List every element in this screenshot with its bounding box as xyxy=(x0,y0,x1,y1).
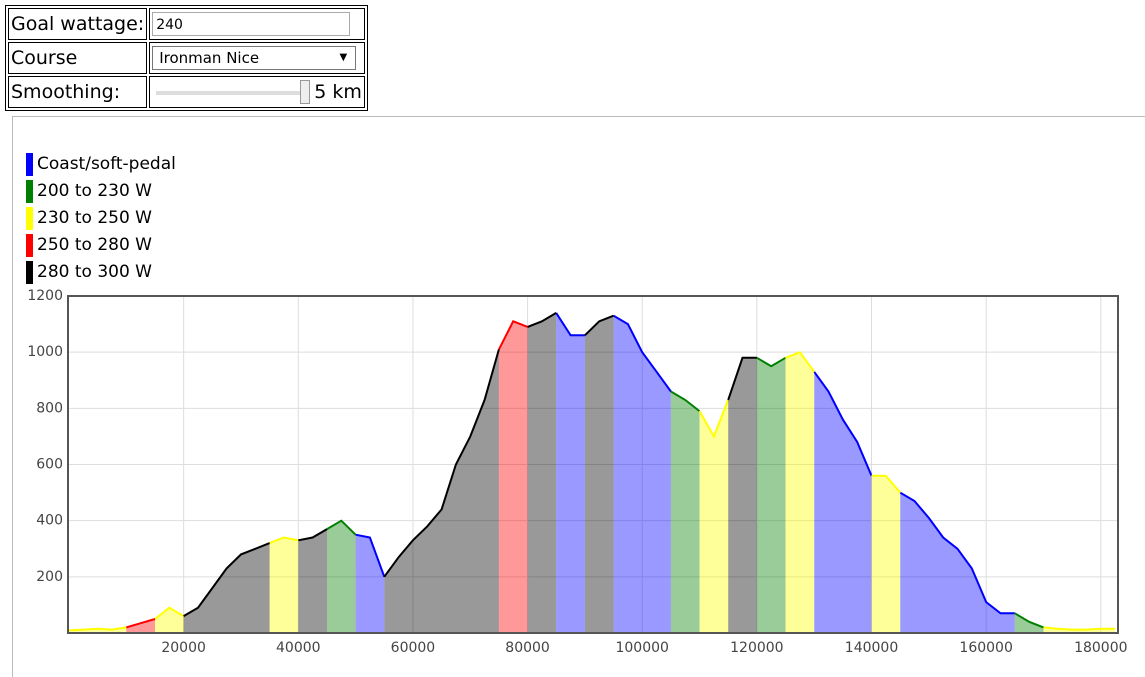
settings-form: Goal wattage: 240 Course Ironman Nice Sm… xyxy=(5,5,368,111)
legend-swatch xyxy=(26,234,33,257)
profile-line xyxy=(756,356,787,368)
area-segment xyxy=(699,399,729,633)
profile-line xyxy=(871,474,901,494)
profile-line xyxy=(383,349,500,578)
legend-swatch xyxy=(26,180,33,203)
profile-line xyxy=(1014,612,1044,629)
legend-label: 200 to 230 W xyxy=(37,181,152,201)
profile-line xyxy=(183,542,270,617)
chart-panel xyxy=(12,116,1145,677)
course-label: Course xyxy=(8,42,148,74)
y-tick-label: 400 xyxy=(36,513,63,529)
x-tick-label: 140000 xyxy=(845,640,898,656)
y-tick-label: 600 xyxy=(36,457,63,473)
area-segment xyxy=(183,543,270,633)
profile-line xyxy=(670,390,701,412)
area-segment xyxy=(126,619,155,633)
x-tick-label: 40000 xyxy=(276,640,321,656)
area-segment xyxy=(269,537,299,633)
slider-thumb[interactable] xyxy=(300,79,311,104)
course-select[interactable]: Ironman Nice xyxy=(152,46,357,70)
profile-line xyxy=(899,491,1015,615)
y-tick-label: 1200 xyxy=(27,288,63,304)
profile-line xyxy=(326,519,357,536)
area-segment xyxy=(355,534,385,633)
area-segment xyxy=(527,312,557,633)
x-tick-label: 20000 xyxy=(161,640,206,656)
profile-line xyxy=(355,533,386,578)
profile-line xyxy=(727,356,757,401)
area-segment xyxy=(814,371,872,633)
profile-line xyxy=(527,312,557,328)
profile-line xyxy=(298,528,328,542)
legend-label: Coast/soft-pedal xyxy=(37,154,176,174)
x-tick-label: 80000 xyxy=(505,640,550,656)
profile-line xyxy=(1043,626,1116,631)
smoothing-slider[interactable] xyxy=(156,79,311,104)
profile-line xyxy=(154,606,185,620)
profile-line xyxy=(785,350,816,373)
smoothing-value: 5 km xyxy=(314,81,362,103)
goal-label: Goal wattage: xyxy=(8,8,148,40)
legend-swatch xyxy=(26,261,33,284)
plot-border xyxy=(67,295,1119,634)
area-segment xyxy=(384,349,499,633)
profile-line xyxy=(698,399,730,439)
x-tick-label: 60000 xyxy=(391,640,436,656)
area-segment xyxy=(584,315,614,633)
y-tick-label: 800 xyxy=(36,400,63,416)
profile-line xyxy=(126,618,156,629)
x-tick-label: 180000 xyxy=(1074,640,1127,656)
area-segment xyxy=(785,352,815,633)
area-segment xyxy=(155,607,184,633)
area-segment xyxy=(298,529,327,633)
profile-line xyxy=(613,314,672,393)
area-segment xyxy=(756,357,786,633)
profile-line xyxy=(555,312,585,337)
chart: 200 400 600 800 1000 1200 20000 40000 60000 80000… xyxy=(26,153,1128,656)
x-tick-label: 160000 xyxy=(959,640,1012,656)
legend-label: 230 to 250 W xyxy=(37,208,152,228)
area-segment xyxy=(327,520,356,633)
area-segment xyxy=(498,321,528,633)
profile-line xyxy=(68,626,127,632)
area-segment xyxy=(613,315,671,633)
y-tick-label: 200 xyxy=(36,569,63,585)
area-segment xyxy=(728,357,757,633)
profile-line xyxy=(269,536,299,545)
area-segment xyxy=(900,492,1015,633)
legend-swatch xyxy=(26,153,33,176)
y-tick-label: 1000 xyxy=(27,344,63,360)
area-segment xyxy=(556,312,585,633)
page: Goal wattage: 240 Course Ironman Nice Sm… xyxy=(0,0,1145,657)
profile-line xyxy=(498,320,528,350)
x-tick-label: 120000 xyxy=(730,640,783,656)
smoothing-label: Smoothing: xyxy=(8,76,148,108)
legend-swatch xyxy=(26,207,33,230)
profile-line xyxy=(813,371,873,477)
profile-line xyxy=(584,314,614,337)
area-segment xyxy=(670,391,700,633)
area-segment xyxy=(871,475,901,633)
goal-input[interactable]: 240 xyxy=(152,12,351,36)
x-tick-label: 100000 xyxy=(615,640,668,656)
area-segment xyxy=(69,627,127,633)
legend-label: 250 to 280 W xyxy=(37,235,152,255)
legend-label: 280 to 300 W xyxy=(37,262,152,282)
